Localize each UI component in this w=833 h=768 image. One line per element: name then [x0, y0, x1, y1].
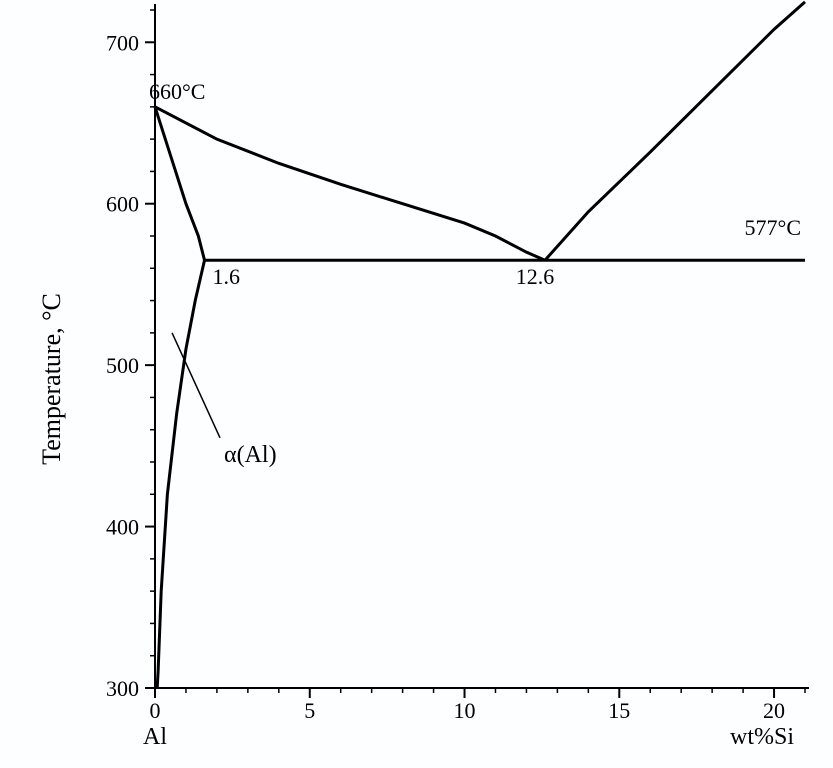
y-tick-label: 600: [106, 192, 139, 217]
x-tick-label: 20: [763, 698, 785, 723]
annotation-alpha_label: α(Al): [224, 442, 277, 468]
annotation-p1_6: 1.6: [213, 264, 241, 289]
x-axis-label-left: Al: [143, 724, 167, 750]
annotation-p12_6: 12.6: [516, 264, 555, 289]
y-axis-label: Temperature, °C: [37, 293, 66, 465]
y-tick-label: 700: [106, 30, 139, 55]
phase-diagram: 300 400 500 600 700 0 5 10 15 20 Temperature, °C Al…: [0, 0, 833, 768]
plot-background: [0, 0, 833, 768]
annotation-t577: 577°C: [745, 215, 801, 240]
annotation-t660: 660°C: [149, 79, 205, 104]
y-tick-label: 500: [106, 353, 139, 378]
y-tick-label: 300: [106, 676, 139, 701]
x-axis-label-right: wt%Si: [730, 724, 794, 750]
x-tick-label: 5: [304, 698, 315, 723]
x-tick-label: 15: [608, 698, 630, 723]
x-tick-label: 10: [454, 698, 476, 723]
x-tick-label: 0: [150, 698, 161, 723]
y-tick-label: 400: [106, 515, 139, 540]
